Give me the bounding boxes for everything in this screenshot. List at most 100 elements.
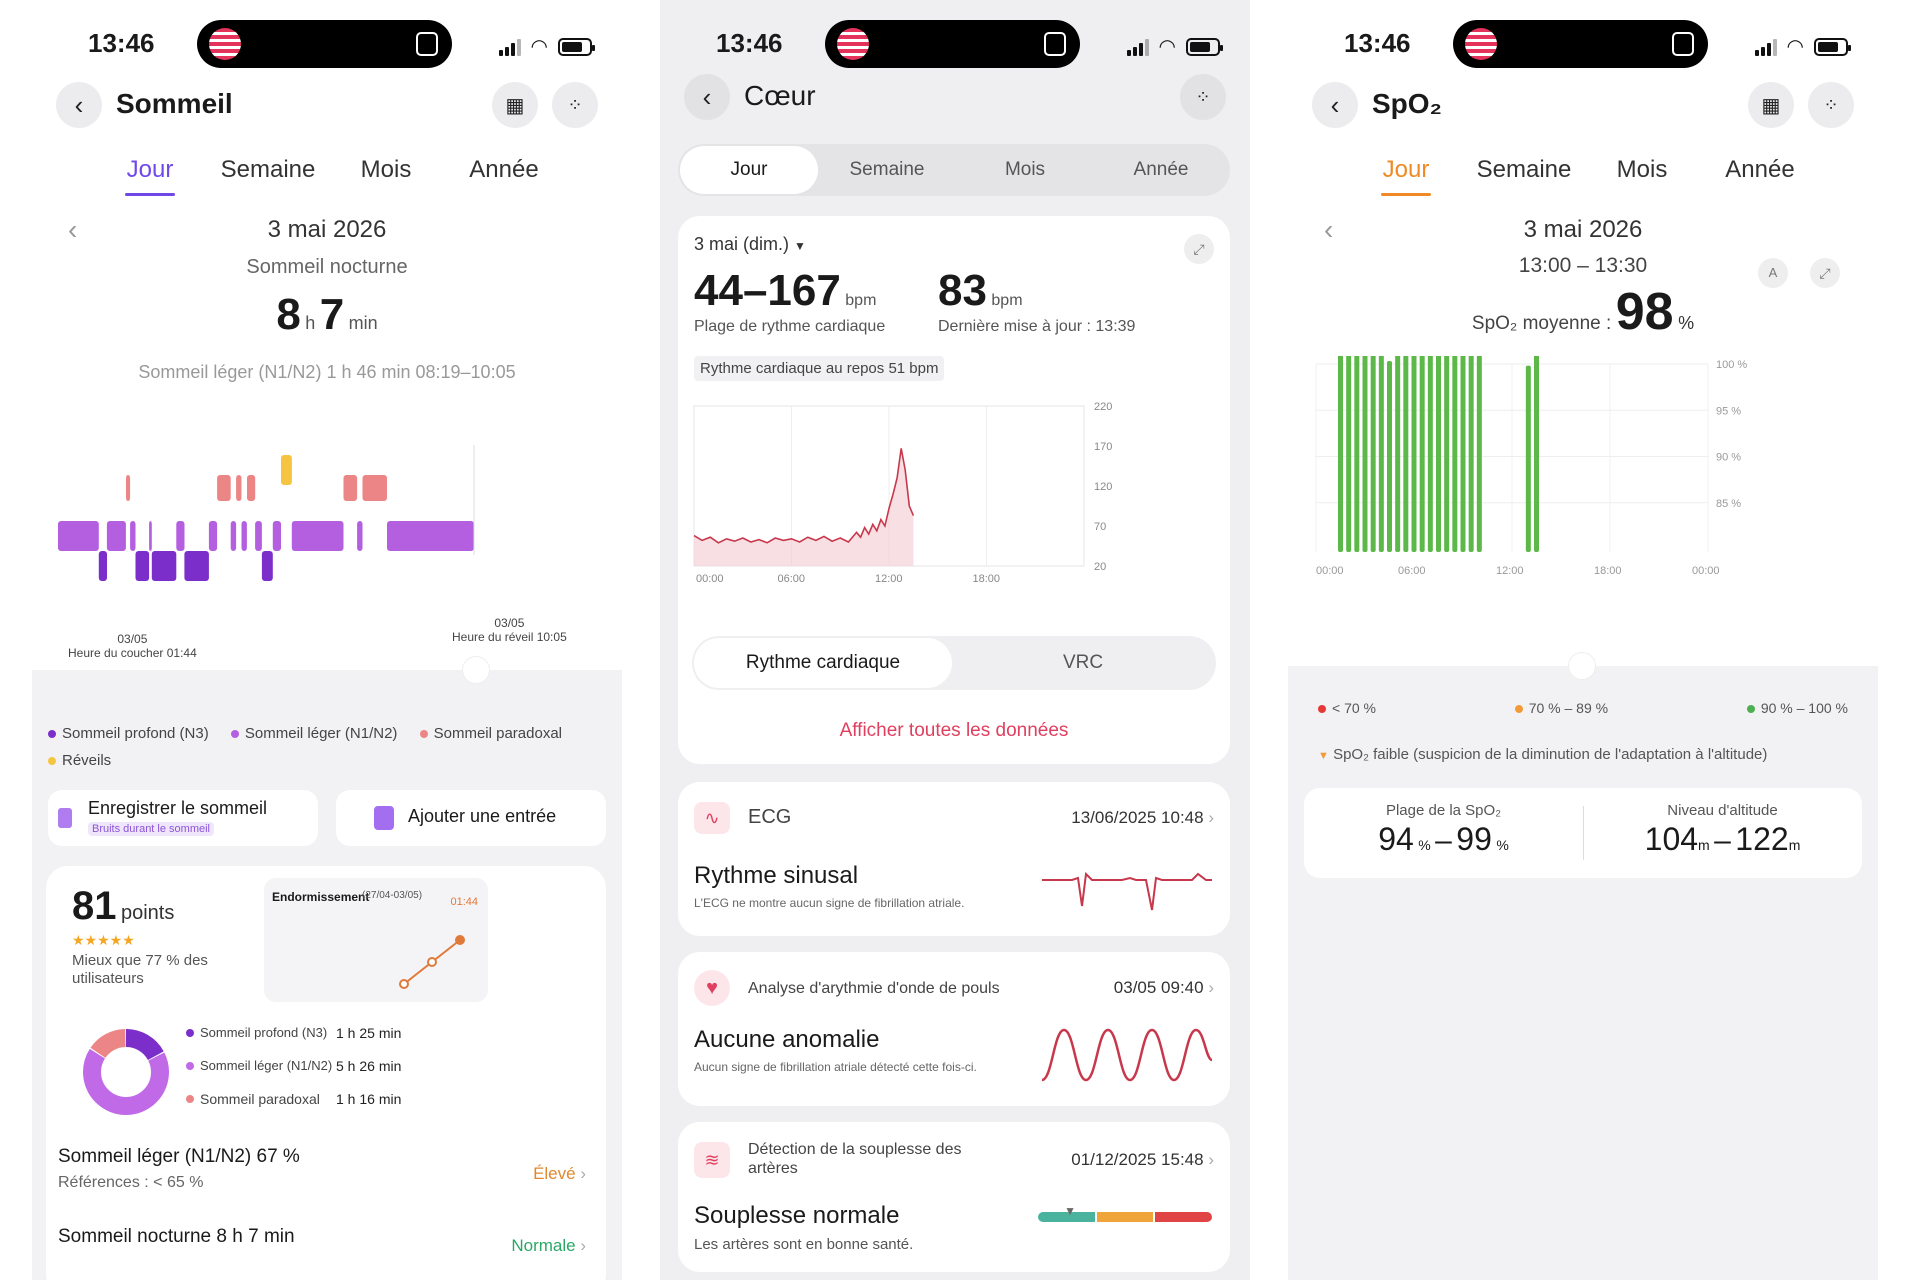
tab-day[interactable]: Jour bbox=[91, 152, 209, 196]
hr-y-tick: 70 bbox=[1094, 521, 1106, 533]
heart-rate-chart[interactable]: 220 170 120 70 20 00:00 06:00 12:00 18:00 bbox=[678, 396, 1230, 616]
light-sleep-row[interactable]: Sommeil léger (N1/N2) 67 % Références : … bbox=[58, 1146, 586, 1191]
spo2-bar bbox=[1370, 356, 1376, 552]
translate-icon[interactable]: A bbox=[1758, 258, 1788, 288]
period-tabs: Jour Semaine Mois Année bbox=[1288, 152, 1878, 196]
legend-light: Sommeil léger (N1/N2) bbox=[230, 725, 397, 742]
screen-record-icon bbox=[1672, 32, 1694, 56]
breakdown-row: Sommeil paradoxal 1 h 16 min bbox=[186, 1082, 586, 1115]
score-compare: Mieux que 77 % des utilisateurs bbox=[72, 952, 208, 987]
spo2-y-tick: 100 % bbox=[1716, 359, 1747, 371]
toggle-heart-rate[interactable]: Rythme cardiaque bbox=[694, 638, 952, 688]
tab-week[interactable]: Semaine bbox=[849, 159, 925, 180]
tab-month[interactable]: Mois bbox=[360, 156, 412, 183]
record-sleep-button[interactable]: Enregistrer le sommeil Bruits durant le … bbox=[48, 790, 318, 846]
score-value: 81 points bbox=[72, 884, 175, 928]
tab-day[interactable]: Jour bbox=[680, 146, 818, 194]
chart-handle[interactable] bbox=[462, 656, 490, 684]
show-all-link[interactable]: Afficher toutes les données bbox=[839, 720, 1069, 741]
arrhythmia-card[interactable]: ♥ Analyse d'arythmie d'onde de pouls 03/… bbox=[678, 952, 1230, 1106]
hr-x-tick: 12:00 bbox=[875, 573, 903, 585]
tab-day[interactable]: Jour bbox=[1347, 152, 1465, 196]
tab-week[interactable]: Semaine bbox=[1476, 156, 1572, 183]
breakdown-row: Sommeil profond (N3) 1 h 25 min bbox=[186, 1016, 586, 1049]
resting-hr-badge: Rythme cardiaque au repos 51 bpm bbox=[694, 356, 945, 381]
wifi-icon: ◠ bbox=[1158, 36, 1176, 58]
app-flag-icon bbox=[837, 28, 869, 60]
prev-day-icon[interactable]: ‹ bbox=[68, 214, 78, 245]
tab-month[interactable]: Mois bbox=[1004, 159, 1046, 180]
spo2-bar bbox=[1346, 356, 1352, 552]
battery-icon bbox=[1814, 37, 1851, 56]
selected-stage-label: Sommeil léger (N1/N2) 1 h 46 min 08:19–1… bbox=[138, 362, 516, 382]
spo2-bar bbox=[1436, 356, 1441, 552]
artery-icon: ≋ bbox=[694, 1142, 730, 1178]
signal-icon bbox=[1754, 38, 1777, 56]
app-flag-icon bbox=[209, 28, 241, 60]
tab-year[interactable]: Année bbox=[469, 156, 539, 183]
hr-latest: 83 bpm Dernière mise à jour : 13:39 bbox=[938, 266, 1136, 335]
hr-y-tick: 20 bbox=[1094, 561, 1106, 573]
period-segmented: Jour Semaine Mois Année bbox=[678, 144, 1230, 196]
trend-point bbox=[399, 979, 409, 989]
night-sleep-row[interactable]: Sommeil nocturne 8 h 7 min Normale › bbox=[58, 1226, 586, 1255]
status-bar: 13:46 ◠ bbox=[660, 18, 1250, 68]
hr-y-tick: 170 bbox=[1094, 441, 1112, 453]
hypnogram-chart[interactable] bbox=[32, 395, 622, 675]
more-icon[interactable]: ⁘ bbox=[552, 82, 598, 128]
header: ‹ Cœur ⁘ bbox=[684, 72, 1226, 122]
tab-week[interactable]: Semaine bbox=[220, 156, 316, 183]
more-icon[interactable]: ⁘ bbox=[1808, 82, 1854, 128]
sleep-score-card: 81 points ★★★★★ Mieux que 77 % des utili… bbox=[46, 866, 606, 1280]
score-stars: ★★★★★ bbox=[72, 932, 135, 948]
legend-mid: 70 % – 89 % bbox=[1514, 700, 1608, 716]
status-time: 13:46 bbox=[1344, 28, 1411, 58]
hypnogram-segment-light bbox=[272, 521, 281, 551]
spo2-x-tick: 12:00 bbox=[1496, 565, 1524, 577]
stage-breakdown: Sommeil profond (N3) 1 h 25 min Sommeil l… bbox=[186, 1016, 586, 1115]
legend-awake: Réveils bbox=[48, 752, 111, 769]
back-button[interactable]: ‹ bbox=[684, 74, 730, 120]
artery-card[interactable]: ≋ Détection de la souplesse des artères … bbox=[678, 1122, 1230, 1272]
calendar-icon[interactable]: ▦ bbox=[1748, 82, 1794, 128]
battery-icon bbox=[1186, 37, 1223, 56]
spo2-chart[interactable]: 100 % 95 % 90 % 85 % 00:00 06:00 12:00 18:00 00:… bbox=[1288, 356, 1878, 646]
hypnogram-segment-light bbox=[255, 521, 262, 551]
page-title: Cœur bbox=[744, 80, 816, 111]
hypnogram-segment-deep bbox=[261, 551, 273, 581]
ecg-card[interactable]: ∿ ECG 13/06/2025 10:48 › Rythme sinusal … bbox=[678, 782, 1230, 936]
add-entry-button[interactable]: Ajouter une entrée bbox=[336, 790, 606, 846]
spo2-y-tick: 95 % bbox=[1716, 405, 1741, 417]
spo2-bar bbox=[1534, 356, 1539, 552]
bottom-sheet: Sommeil profond (N3) Sommeil léger (N1/N… bbox=[32, 670, 622, 1280]
hypnogram-segment-light bbox=[58, 521, 99, 551]
spo2-bar bbox=[1452, 356, 1458, 552]
chart-handle[interactable] bbox=[1568, 652, 1596, 680]
tab-month[interactable]: Mois bbox=[1616, 156, 1668, 183]
more-icon[interactable]: ⁘ bbox=[1180, 74, 1226, 120]
prev-day-icon[interactable]: ‹ bbox=[1324, 214, 1334, 245]
tab-year[interactable]: Année bbox=[1725, 156, 1795, 183]
spo2-bar bbox=[1476, 356, 1482, 552]
toggle-hrv[interactable]: VRC bbox=[1062, 652, 1104, 673]
spo2-bar bbox=[1354, 356, 1360, 552]
hypnogram-segment-light bbox=[387, 521, 474, 551]
expand-icon[interactable]: ⤢ bbox=[1810, 258, 1840, 288]
hypnogram-segment-awake bbox=[281, 455, 292, 485]
expand-icon[interactable]: ⤢ bbox=[1184, 234, 1214, 264]
spo2-screen: 13:46 ◠ ‹ SpO₂ ▦ ⁘ Jour Semaine Mois Ann… bbox=[1288, 0, 1878, 1280]
date-select[interactable]: 3 mai (dim.) ▼ bbox=[694, 234, 806, 254]
back-button[interactable]: ‹ bbox=[56, 82, 102, 128]
signal-icon bbox=[498, 38, 521, 56]
back-button[interactable]: ‹ bbox=[1312, 82, 1358, 128]
date-label: 3 mai 2026 bbox=[1523, 216, 1643, 243]
metric-toggle: Rythme cardiaque VRC bbox=[692, 636, 1216, 690]
dynamic-island bbox=[197, 20, 452, 68]
night-sleep-status: Normale › bbox=[511, 1236, 586, 1255]
hypnogram-segment-light bbox=[357, 521, 363, 551]
hypnogram-segment-rem bbox=[236, 475, 242, 501]
tab-year[interactable]: Année bbox=[1133, 159, 1189, 180]
calendar-icon[interactable]: ▦ bbox=[492, 82, 538, 128]
hr-x-tick: 00:00 bbox=[696, 573, 724, 585]
bedtime-trend[interactable]: Endormissement (27/04-03/05) 01:44 bbox=[264, 878, 488, 1002]
